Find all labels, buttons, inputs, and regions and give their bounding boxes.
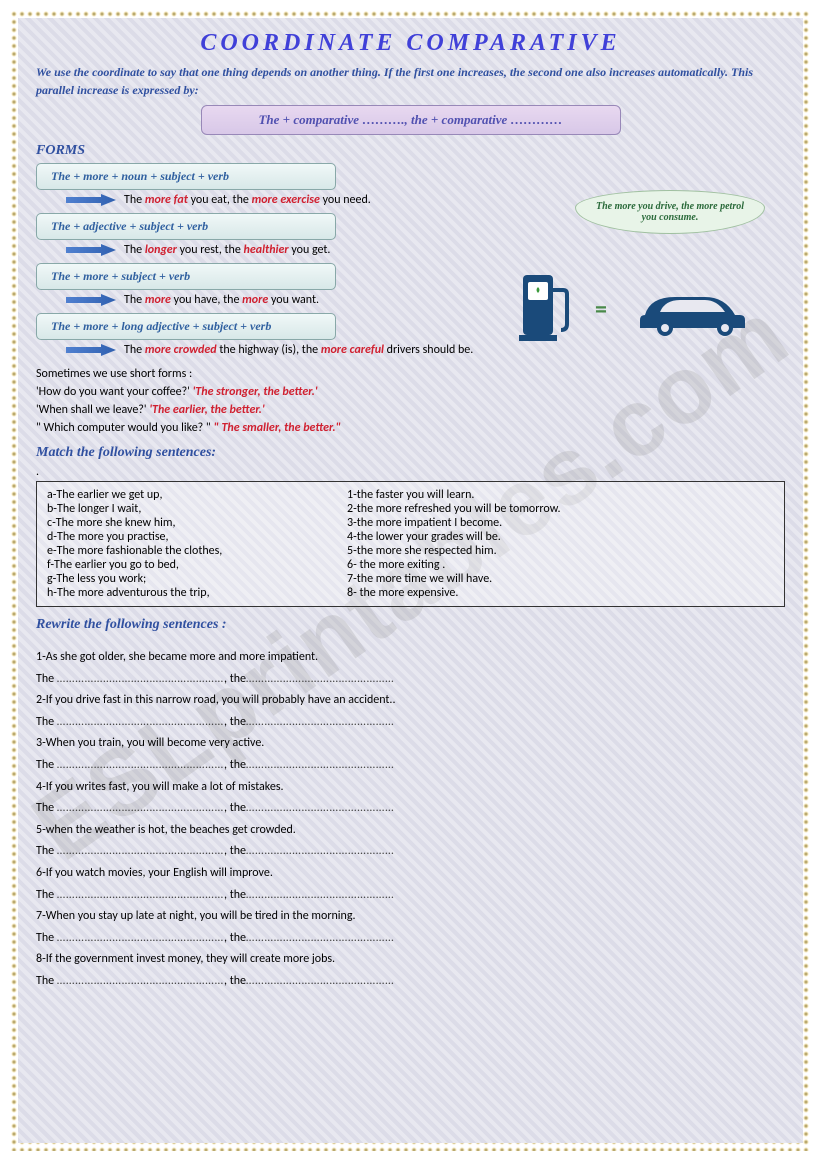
- gas-pump-icon: [515, 260, 575, 355]
- match-row: b-The longer I wait,2-the more refreshed…: [47, 502, 774, 516]
- formula-box: The + comparative ………., the + comparativ…: [201, 105, 621, 135]
- rewrite-blank[interactable]: The ………………………………………………, the……………………………………: [36, 886, 785, 905]
- rewrite-heading: Rewrite the following sentences :: [36, 617, 785, 633]
- illustration: The more you drive, the more petrol you …: [505, 190, 765, 360]
- rewrite-exercise: 1-As she got older, she became more and …: [36, 648, 785, 991]
- short-forms-section: Sometimes we use short forms : 'How do y…: [36, 365, 785, 437]
- rewrite-blank[interactable]: The ………………………………………………, the……………………………………: [36, 972, 785, 991]
- equals-icon: =: [595, 295, 607, 324]
- rewrite-prompt: 5-when the weather is hot, the beaches g…: [36, 821, 785, 840]
- match-right-item: 4-the lower your grades will be.: [347, 530, 774, 544]
- match-left-item: d-The more you practise,: [47, 530, 347, 544]
- match-left-item: g-The less you work;: [47, 572, 347, 586]
- rewrite-prompt: 8-If the government invest money, they w…: [36, 950, 785, 969]
- rewrite-blank[interactable]: The ………………………………………………, the……………………………………: [36, 929, 785, 948]
- form-item: The + more + noun + subject + verb: [36, 163, 785, 190]
- match-exercise: a-The earlier we get up,1-the faster you…: [36, 481, 785, 607]
- speech-bubble: The more you drive, the more petrol you …: [575, 190, 765, 234]
- rewrite-blank[interactable]: The ………………………………………………, the……………………………………: [36, 799, 785, 818]
- match-left-item: b-The longer I wait,: [47, 502, 347, 516]
- content-area: COORDINATE COMPARATIVE We use the coordi…: [36, 30, 785, 991]
- shorts-list: 'How do you want your coffee?' 'The stro…: [36, 383, 785, 437]
- match-row: d-The more you practise,4-the lower your…: [47, 530, 774, 544]
- worksheet-page: ESLprintables.com COORDINATE COMPARATIVE…: [0, 0, 821, 1161]
- match-right-item: 2-the more refreshed you will be tomorro…: [347, 502, 774, 516]
- arrow-icon: [66, 244, 116, 256]
- match-left-item: f-The earlier you go to bed,: [47, 558, 347, 572]
- rewrite-blank[interactable]: The ………………………………………………, the……………………………………: [36, 756, 785, 775]
- match-row: g-The less you work;7-the more time we w…: [47, 572, 774, 586]
- short-forms-intro: Sometimes we use short forms :: [36, 365, 785, 383]
- rewrite-prompt: 4-If you writes fast, you will make a lo…: [36, 778, 785, 797]
- page-background: ESLprintables.com COORDINATE COMPARATIVE…: [18, 18, 803, 1143]
- match-right-item: 3-the more impatient I become.: [347, 516, 774, 530]
- match-row: h-The more adventurous the trip,8- the m…: [47, 586, 774, 600]
- rewrite-prompt: 2-If you drive fast in this narrow road,…: [36, 691, 785, 710]
- rewrite-prompt: 7-When you stay up late at night, you wi…: [36, 907, 785, 926]
- form-pattern-box: The + adjective + subject + verb: [36, 213, 336, 240]
- short-form-line: " Which computer would you like? " " The…: [36, 419, 785, 437]
- forms-heading: FORMS: [36, 143, 785, 159]
- form-pattern-box: The + more + subject + verb: [36, 263, 336, 290]
- match-row: f-The earlier you go to bed,6- the more …: [47, 558, 774, 572]
- arrow-icon: [66, 344, 116, 356]
- match-row: c-The more she knew him,3-the more impat…: [47, 516, 774, 530]
- match-left-item: h-The more adventurous the trip,: [47, 586, 347, 600]
- arrow-icon: [66, 294, 116, 306]
- match-left-item: c-The more she knew him,: [47, 516, 347, 530]
- match-row: a-The earlier we get up,1-the faster you…: [47, 488, 774, 502]
- rewrite-prompt: 6-If you watch movies, your English will…: [36, 864, 785, 883]
- page-title: COORDINATE COMPARATIVE: [36, 30, 785, 57]
- rewrite-prompt: 1-As she got older, she became more and …: [36, 648, 785, 667]
- rewrite-blank[interactable]: The ………………………………………………, the……………………………………: [36, 713, 785, 732]
- car-icon: [635, 280, 755, 345]
- match-row: e-The more fashionable the clothes,5-the…: [47, 544, 774, 558]
- match-left-item: a-The earlier we get up,: [47, 488, 347, 502]
- match-right-item: 6- the more exiting .: [347, 558, 774, 572]
- short-form-line: 'How do you want your coffee?' 'The stro…: [36, 383, 785, 401]
- match-left-item: e-The more fashionable the clothes,: [47, 544, 347, 558]
- rewrite-prompt: 3-When you train, you will become very a…: [36, 734, 785, 753]
- short-form-line: 'When shall we leave?' 'The earlier, the…: [36, 401, 785, 419]
- arrow-icon: [66, 194, 116, 206]
- rewrite-blank[interactable]: The ………………………………………………, the……………………………………: [36, 670, 785, 689]
- form-pattern-box: The + more + noun + subject + verb: [36, 163, 336, 190]
- match-right-item: 1-the faster you will learn.: [347, 488, 774, 502]
- decorative-border: ESLprintables.com COORDINATE COMPARATIVE…: [10, 10, 811, 1151]
- match-right-item: 7-the more time we will have.: [347, 572, 774, 586]
- match-right-item: 5-the more she respected him.: [347, 544, 774, 558]
- match-heading: Match the following sentences:: [36, 445, 785, 461]
- match-right-item: 8- the more expensive.: [347, 586, 774, 600]
- form-pattern-box: The + more + long adjective + subject + …: [36, 313, 336, 340]
- rewrite-blank[interactable]: The ………………………………………………, the……………………………………: [36, 842, 785, 861]
- intro-text: We use the coordinate to say that one th…: [36, 63, 785, 99]
